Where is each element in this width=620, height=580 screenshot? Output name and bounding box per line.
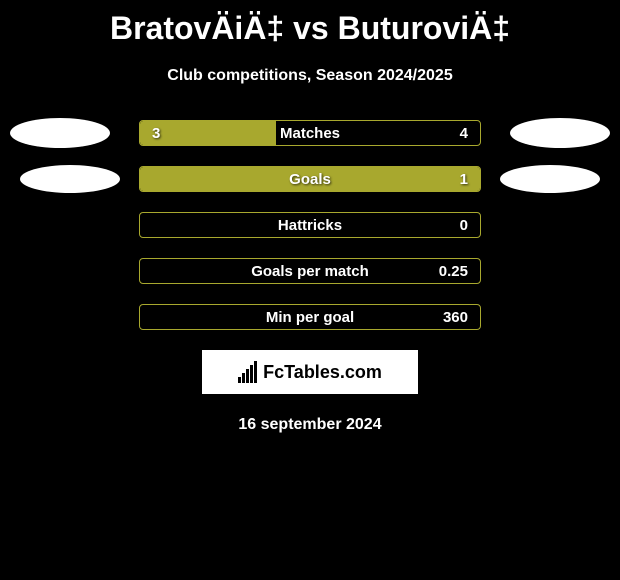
page-subtitle: Club competitions, Season 2024/2025 [0,67,620,85]
logo-content: FcTables.com [238,361,382,383]
ellipse-left [20,165,120,193]
ellipse-left [10,118,110,148]
bar-chart-icon [238,361,257,383]
stat-row: Goals per match0.25 [0,258,620,284]
stat-label: Matches [140,125,480,142]
stat-row: Goals1 [0,166,620,192]
stat-label: Goals per match [140,263,480,280]
ellipse-right [510,118,610,148]
stat-label: Min per goal [140,309,480,326]
stat-right-value: 0 [460,217,468,234]
stats-container: 3Matches4 Goals1 Hattricks0 Goals per match… [0,120,620,330]
stat-row: Min per goal360 [0,304,620,330]
logo-text: FcTables.com [263,362,382,383]
stat-bar: Goals per match0.25 [139,258,481,284]
stat-row: 3Matches4 [0,120,620,146]
stat-row: Hattricks0 [0,212,620,238]
stat-right-value: 0.25 [439,263,468,280]
stat-label: Hattricks [140,217,480,234]
stat-bar: Hattricks0 [139,212,481,238]
stat-label: Goals [140,171,480,188]
date-text: 16 september 2024 [0,416,620,434]
ellipse-right [500,165,600,193]
stat-right-value: 4 [460,125,468,142]
stat-bar: Goals1 [139,166,481,192]
stat-right-value: 1 [460,171,468,188]
page-title: BratovÄiÄ‡ vs ButuroviÄ‡ [0,0,620,47]
stat-bar: Min per goal360 [139,304,481,330]
logo-box[interactable]: FcTables.com [202,350,418,394]
stat-bar: 3Matches4 [139,120,481,146]
stat-right-value: 360 [443,309,468,326]
